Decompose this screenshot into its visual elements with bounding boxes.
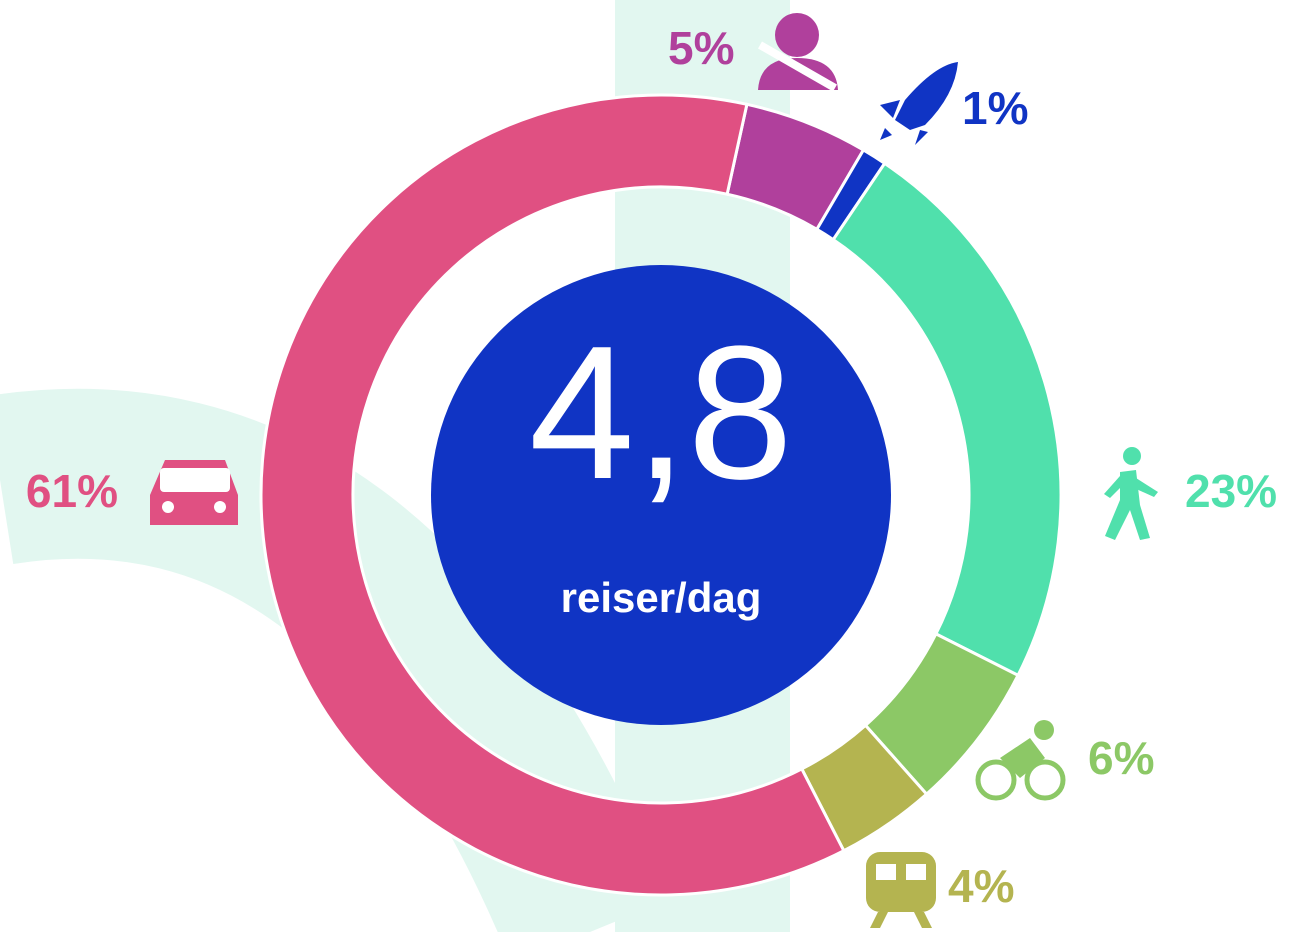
icons xyxy=(150,13,1158,928)
center-circle xyxy=(431,265,891,725)
value-label: 23% xyxy=(1185,465,1277,517)
value-label: 61% xyxy=(26,465,118,517)
car-icon xyxy=(150,460,238,525)
value-label: 1% xyxy=(962,82,1028,134)
train-icon xyxy=(866,852,936,928)
value-label: 5% xyxy=(668,22,734,74)
walk-icon xyxy=(1104,447,1158,540)
center-label: reiser/dag xyxy=(561,574,762,621)
center-value: 4,8 xyxy=(529,307,793,519)
value-label: 4% xyxy=(948,860,1014,912)
rocket-icon xyxy=(880,62,958,145)
bike-icon xyxy=(975,720,1066,801)
slices xyxy=(259,93,1063,897)
slice xyxy=(259,93,846,897)
passenger-icon xyxy=(758,13,838,92)
value-label: 6% xyxy=(1088,732,1154,784)
